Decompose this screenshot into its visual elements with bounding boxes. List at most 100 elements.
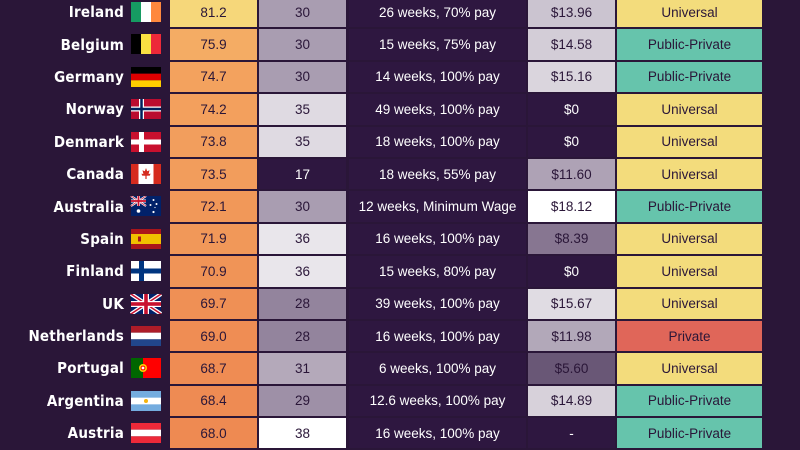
- hours-cell: 30: [259, 29, 346, 60]
- country-name: Spain: [80, 229, 124, 248]
- country-name: Norway: [65, 100, 124, 119]
- hours-cell: 38: [259, 418, 346, 449]
- country-name: Denmark: [53, 132, 124, 151]
- wage-cell: $15.16: [528, 61, 615, 93]
- healthcare-cell: Universal: [617, 353, 762, 384]
- score-cell: 71.9: [170, 223, 257, 255]
- hours-cell: 30: [259, 0, 346, 28]
- country-name: Finland: [66, 262, 124, 281]
- parental-leave-cell: 26 weeks, 70% pay: [349, 0, 526, 28]
- hours-cell: 31: [259, 353, 346, 384]
- hours-cell: 28: [259, 288, 346, 319]
- country-name: Australia: [53, 197, 124, 216]
- score-cell: 75.9: [170, 29, 257, 60]
- table-row: UK 69.7 28 39 weeks, 100% pay $15.67 Uni…: [0, 288, 800, 321]
- hours-cell: 17: [259, 158, 346, 190]
- score-cell: 68.0: [170, 418, 257, 449]
- hours-cell: 35: [259, 126, 346, 157]
- belgium-flag-icon: [130, 34, 162, 55]
- parental-leave-cell: 14 weeks, 100% pay: [349, 61, 526, 93]
- hours-cell: 28: [259, 320, 346, 352]
- country-name: Netherlands: [28, 327, 124, 346]
- table-row: Portugal 68.7 31 6 weeks, 100% pay $5.60…: [0, 353, 800, 385]
- healthcare-cell: Universal: [617, 0, 762, 28]
- hours-cell: 29: [259, 385, 346, 417]
- hours-cell: 36: [259, 223, 346, 255]
- country-name: Austria: [67, 424, 124, 443]
- parental-leave-cell: 16 weeks, 100% pay: [349, 223, 526, 255]
- parental-leave-cell: 39 weeks, 100% pay: [349, 288, 526, 319]
- score-cell: 73.8: [170, 126, 257, 157]
- hours-cell: 36: [259, 256, 346, 287]
- wage-cell: $14.89: [528, 385, 615, 417]
- healthcare-cell: Universal: [617, 256, 762, 287]
- healthcare-cell: Universal: [617, 223, 762, 255]
- netherlands-flag-icon: [130, 325, 162, 346]
- table-row: Spain 71.9 36 16 weeks, 100% pay $8.39 U…: [0, 223, 800, 256]
- score-cell: 81.2: [170, 0, 257, 28]
- spain-flag-icon: [130, 228, 162, 249]
- country-name: Canada: [66, 165, 124, 184]
- hours-cell: 30: [259, 191, 346, 222]
- score-cell: 70.9: [170, 256, 257, 287]
- argentina-flag-icon: [130, 390, 162, 411]
- healthcare-cell: Public-Private: [617, 61, 762, 93]
- wage-cell: $5.60: [528, 353, 615, 384]
- score-cell: 69.7: [170, 288, 257, 319]
- denmark-flag-icon: [130, 131, 162, 152]
- parental-leave-cell: 15 weeks, 80% pay: [349, 256, 526, 287]
- country-name: Argentina: [46, 391, 124, 410]
- parental-leave-cell: 6 weeks, 100% pay: [349, 353, 526, 384]
- finland-flag-icon: [130, 261, 162, 282]
- score-cell: 74.7: [170, 61, 257, 93]
- healthcare-cell: Public-Private: [617, 385, 762, 417]
- score-cell: 72.1: [170, 191, 257, 222]
- healthcare-cell: Public-Private: [617, 29, 762, 60]
- table-row: Austria 68.0 38 16 weeks, 100% pay - Pub…: [0, 418, 800, 450]
- score-cell: 69.0: [170, 320, 257, 352]
- wage-cell: $0: [528, 256, 615, 287]
- score-cell: 68.4: [170, 385, 257, 417]
- germany-flag-icon: [130, 66, 162, 87]
- uk-flag-icon: [130, 293, 162, 314]
- score-cell: 68.7: [170, 353, 257, 384]
- table-row: Argentina 68.4 29 12.6 weeks, 100% pay $…: [0, 385, 800, 418]
- table-row: Norway 74.2 35 49 weeks, 100% pay $0 Uni…: [0, 94, 800, 126]
- parental-leave-cell: 18 weeks, 55% pay: [349, 158, 526, 190]
- healthcare-cell: Universal: [617, 126, 762, 157]
- australia-flag-icon: [130, 196, 162, 217]
- wage-cell: $11.60: [528, 158, 615, 190]
- wage-cell: $13.96: [528, 0, 615, 28]
- austria-flag-icon: [130, 423, 162, 444]
- table-row: Finland 70.9 36 15 weeks, 80% pay $0 Uni…: [0, 256, 800, 288]
- hours-cell: 35: [259, 94, 346, 125]
- country-name: UK: [102, 294, 124, 313]
- wage-cell: -: [528, 418, 615, 449]
- parental-leave-cell: 16 weeks, 100% pay: [349, 418, 526, 449]
- wage-cell: $11.98: [528, 320, 615, 352]
- wage-cell: $14.58: [528, 29, 615, 60]
- table-row: Germany 74.7 30 14 weeks, 100% pay $15.1…: [0, 61, 800, 94]
- table-row: Canada 73.5 17 18 weeks, 55% pay $11.60 …: [0, 158, 800, 191]
- healthcare-cell: Public-Private: [617, 191, 762, 222]
- canada-flag-icon: [130, 163, 162, 184]
- table-row: Netherlands 69.0 28 16 weeks, 100% pay $…: [0, 320, 800, 353]
- country-name: Germany: [54, 67, 124, 86]
- table-row: Ireland 81.2 30 26 weeks, 70% pay $13.96…: [0, 0, 800, 29]
- ireland-flag-icon: [130, 2, 162, 22]
- parental-leave-cell: 12.6 weeks, 100% pay: [349, 385, 526, 417]
- parental-leave-cell: 18 weeks, 100% pay: [349, 126, 526, 157]
- table-row: Australia 72.1 30 12 weeks, Minimum Wage…: [0, 191, 800, 223]
- hours-cell: 30: [259, 61, 346, 93]
- wage-cell: $0: [528, 126, 615, 157]
- table-row: Denmark 73.8 35 18 weeks, 100% pay $0 Un…: [0, 126, 800, 159]
- parental-leave-cell: 49 weeks, 100% pay: [349, 94, 526, 125]
- healthcare-cell: Universal: [617, 94, 762, 125]
- table-row: Belgium 75.9 30 15 weeks, 75% pay $14.58…: [0, 29, 800, 61]
- norway-flag-icon: [130, 99, 162, 120]
- healthcare-cell: Universal: [617, 158, 762, 190]
- parental-leave-cell: 15 weeks, 75% pay: [349, 29, 526, 60]
- wage-cell: $0: [528, 94, 615, 125]
- country-name: Portugal: [57, 359, 124, 378]
